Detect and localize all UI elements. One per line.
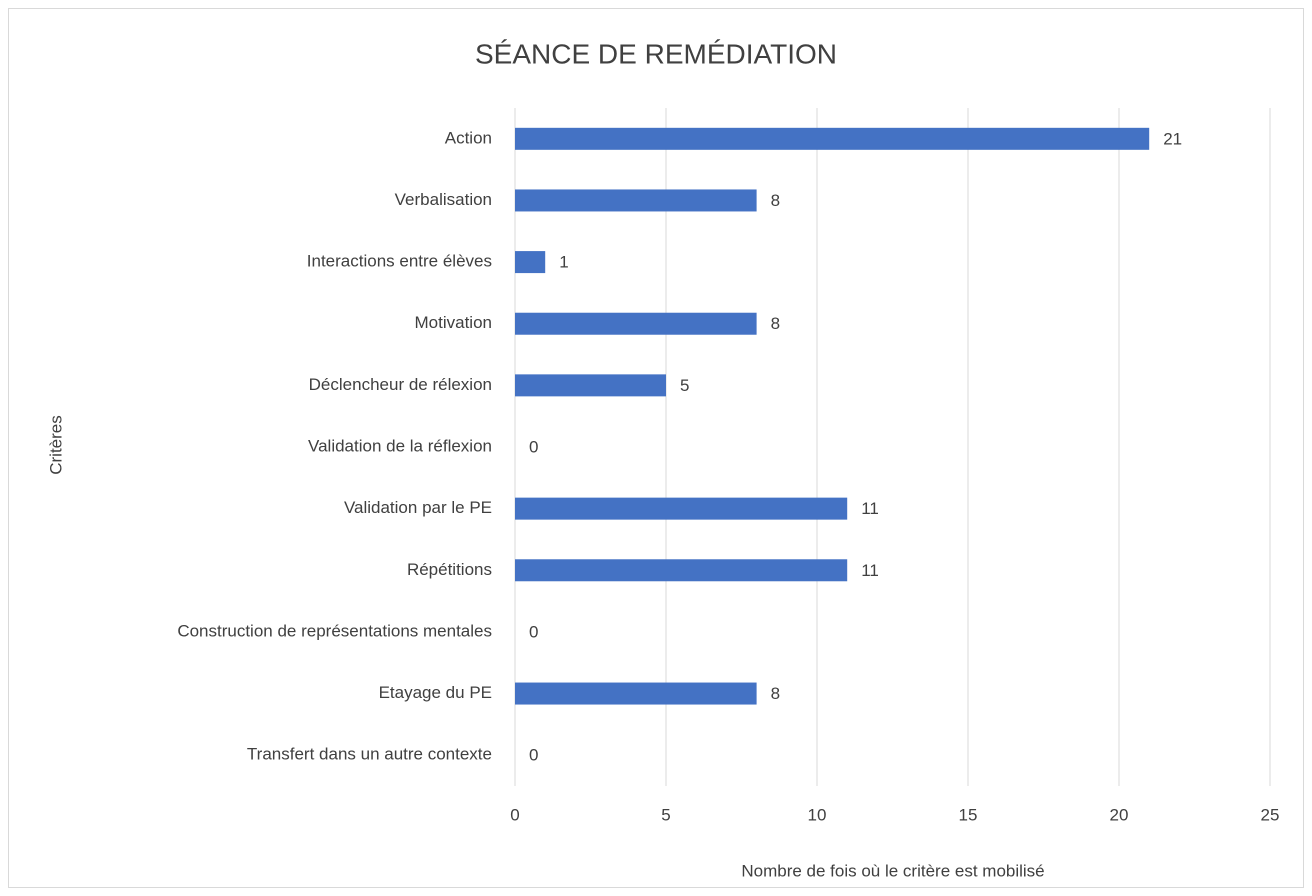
y-tick-label: Action <box>445 128 492 147</box>
bar <box>515 559 848 582</box>
x-tick-label: 10 <box>808 805 827 824</box>
y-tick-label: Répétitions <box>407 560 492 579</box>
data-label: 5 <box>680 376 689 395</box>
bar <box>515 312 757 335</box>
y-tick-label: Motivation <box>415 313 492 332</box>
x-tick-label: 20 <box>1110 805 1129 824</box>
chart-title: SÉANCE DE REMÉDIATION <box>475 38 837 69</box>
y-tick-label: Verbalisation <box>395 190 492 209</box>
y-tick-label: Déclencheur de rélexion <box>309 375 492 394</box>
bar <box>515 189 757 212</box>
bar <box>515 374 666 397</box>
chart-border <box>8 8 1304 888</box>
x-axis-label: Nombre de fois où le critère est mobilis… <box>741 861 1044 880</box>
x-tick-label: 25 <box>1261 805 1280 824</box>
x-tick-label: 15 <box>959 805 978 824</box>
y-axis-label: Critères <box>46 415 65 475</box>
y-tick-label: Construction de représentations mentales <box>177 621 492 640</box>
data-label: 8 <box>771 191 780 210</box>
y-tick-label: Transfert dans un autre contexte <box>247 745 492 764</box>
data-label: 0 <box>529 746 538 765</box>
bar <box>515 497 848 520</box>
data-label: 8 <box>771 314 780 333</box>
data-label: 0 <box>529 437 538 456</box>
data-label: 1 <box>559 253 568 272</box>
data-label: 11 <box>861 561 879 580</box>
data-label: 21 <box>1163 129 1182 148</box>
y-tick-label: Validation par le PE <box>344 498 492 517</box>
y-tick-label: Validation de la réflexion <box>308 436 492 455</box>
bar <box>515 127 1150 150</box>
y-tick-label: Interactions entre élèves <box>307 252 492 271</box>
data-label: 8 <box>771 684 780 703</box>
y-tick-label: Etayage du PE <box>379 683 492 702</box>
x-tick-label: 0 <box>510 805 519 824</box>
data-label: 11 <box>861 499 879 518</box>
bar <box>515 251 546 274</box>
data-label: 0 <box>529 622 538 641</box>
x-tick-label: 5 <box>661 805 670 824</box>
bar <box>515 682 757 705</box>
